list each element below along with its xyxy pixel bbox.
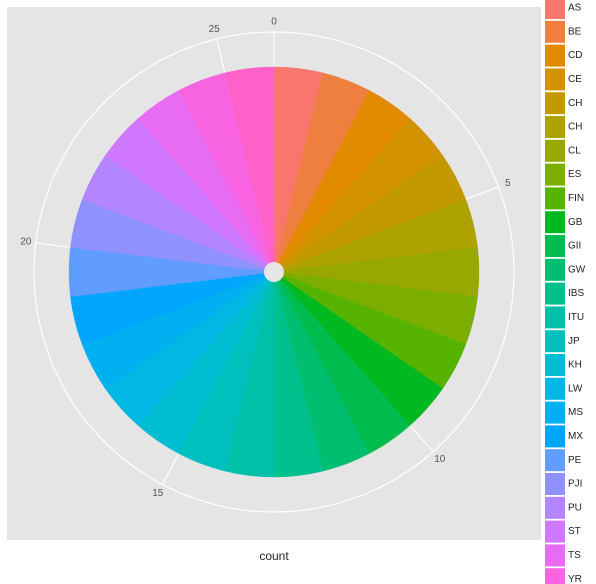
legend-key: [545, 306, 565, 329]
legend-key: [545, 258, 565, 281]
legend-key: [545, 401, 565, 424]
legend-label: IBS: [568, 288, 584, 299]
legend-key: [545, 116, 565, 138]
legend-label: CD: [568, 50, 582, 61]
legend-label: GII: [568, 241, 581, 252]
legend-key: [545, 473, 565, 495]
legend-label: AS: [568, 3, 582, 14]
legend-label: CH: [568, 98, 582, 109]
legend-label: JP: [568, 336, 580, 347]
pie-slice: [224, 66, 275, 273]
legend-key: [545, 544, 565, 567]
legend-label: PJI: [568, 479, 582, 490]
legend-key: [545, 449, 565, 472]
legend-label: PE: [568, 455, 582, 466]
legend-label: TS: [568, 550, 581, 561]
legend-label: BE: [568, 26, 582, 37]
legend-label: MS: [568, 407, 583, 418]
legend-key: [545, 496, 565, 519]
x-tick-label: 10: [434, 454, 446, 465]
legend-key: [545, 92, 565, 115]
legend-key: [545, 354, 565, 376]
legend-label: GW: [568, 264, 586, 275]
legend-label: ES: [568, 169, 582, 180]
x-tick-label: 5: [505, 178, 511, 189]
x-tick-label: 0: [271, 17, 277, 28]
x-tick-label: 20: [20, 237, 32, 248]
legend-label: ITU: [568, 312, 584, 323]
legend-label: YR: [568, 574, 582, 584]
legend-label: GB: [568, 217, 583, 228]
legend-key: [545, 568, 565, 584]
legend-key: [545, 139, 565, 162]
legend-key: [545, 20, 565, 43]
legend-key: [545, 377, 565, 400]
legend-key: [545, 520, 565, 543]
legend-key: [545, 282, 565, 305]
legend-key: [545, 211, 565, 234]
legend-label: CL: [568, 145, 581, 156]
x-tick-label: 25: [209, 24, 221, 35]
legend-key: [545, 425, 565, 448]
legend-label: CH: [568, 122, 582, 133]
legend-label: ST: [568, 526, 581, 537]
legend-label: MX: [568, 431, 583, 442]
legend-label: KH: [568, 360, 582, 371]
center-hole: [264, 262, 284, 282]
legend-key: [545, 0, 565, 19]
legend-key: [545, 44, 565, 67]
legend-key: [545, 187, 565, 210]
legend-label: LW: [568, 383, 583, 394]
x-tick-label: 15: [152, 488, 164, 499]
legend-label: CE: [568, 74, 582, 85]
legend-key: [545, 235, 565, 257]
x-axis-label: count: [259, 549, 289, 563]
legend-key: [545, 330, 565, 353]
legend-label: PU: [568, 502, 582, 513]
legend-key: [545, 68, 565, 91]
legend-key: [545, 163, 565, 186]
legend-label: FIN: [568, 193, 584, 204]
